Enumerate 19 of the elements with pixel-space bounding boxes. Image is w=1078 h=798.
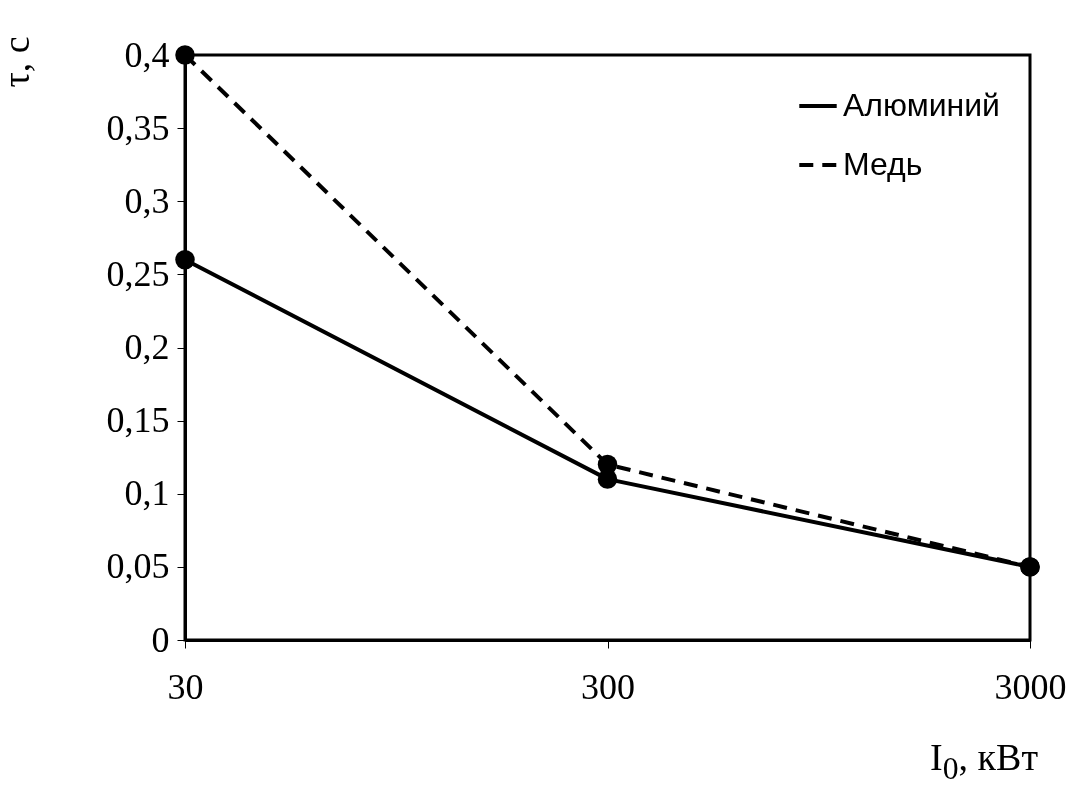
y-tick-label: 0,35	[106, 107, 170, 148]
y-tick-label: 0	[151, 619, 170, 660]
x-axis-title: I$_{0}$, кВт	[930, 735, 1038, 787]
point	[597, 454, 618, 475]
x-tick-label: 300	[581, 666, 635, 707]
y-tick-label: 0,2	[124, 327, 170, 367]
y-axis-title: τ, с	[0, 36, 38, 88]
legend-label: Алюминий	[843, 87, 1000, 123]
x-tick-label: 3000	[994, 666, 1067, 707]
x-tick-label: 30	[167, 666, 204, 707]
y-tick-label: 0,3	[124, 180, 170, 221]
y-tick-label: 0,25	[106, 253, 170, 294]
y-tick-label: 0,4	[124, 34, 170, 75]
legend-label: Медь	[843, 146, 923, 182]
point	[175, 250, 195, 270]
y-tick-label: 0,15	[106, 400, 170, 441]
point	[175, 45, 195, 65]
y-tick-label: 0,05	[106, 546, 170, 587]
y-tick-label: 0,1	[124, 473, 170, 514]
